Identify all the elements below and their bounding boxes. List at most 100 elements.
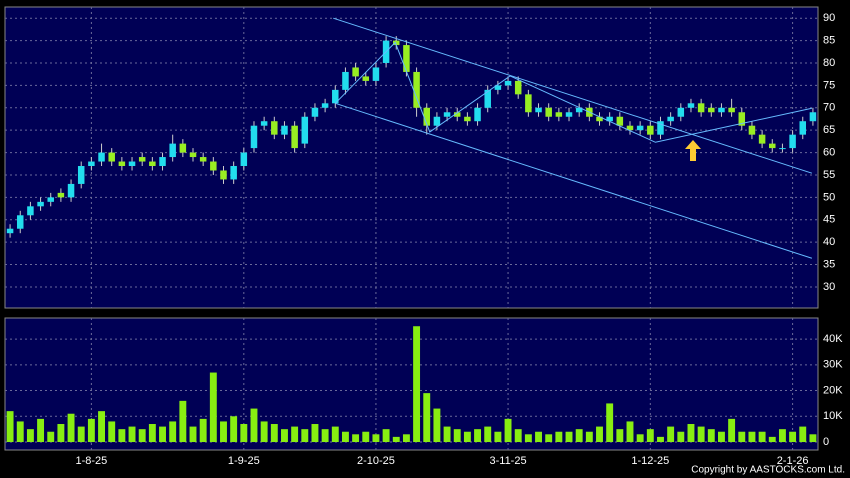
- volume-bar: [291, 426, 299, 443]
- y-tick-label: 0: [823, 436, 829, 448]
- volume-bar: [87, 418, 95, 443]
- candle-body: [687, 103, 695, 108]
- trend-line: [335, 102, 813, 259]
- volume-bar: [657, 436, 664, 443]
- x-tick-label: 2-10-25: [357, 455, 395, 467]
- y-tick-label: 75: [823, 79, 835, 91]
- candle-body: [271, 121, 278, 135]
- volume-bar: [667, 426, 675, 443]
- x-tick-label: 1-9-25: [228, 455, 260, 467]
- y-tick-label: 35: [823, 258, 835, 270]
- candle-body: [504, 80, 512, 86]
- volume-bar: [6, 411, 14, 443]
- candle-body: [169, 143, 176, 158]
- candle-body: [77, 166, 85, 184]
- volume-bar: [47, 431, 55, 443]
- volume-bar: [809, 434, 817, 443]
- candle-body: [616, 116, 624, 126]
- candle-body: [758, 134, 766, 144]
- volume-bar: [555, 431, 563, 443]
- candle-body: [677, 107, 685, 117]
- volume-bar: [535, 431, 542, 443]
- volume-bar: [108, 421, 116, 443]
- y-tick-label: 50: [823, 191, 835, 203]
- volume-bar: [362, 431, 370, 443]
- candle-body: [494, 85, 502, 90]
- candle-body: [453, 112, 461, 117]
- candle-body: [809, 112, 817, 122]
- volume-bar: [677, 431, 685, 443]
- candle-body: [37, 201, 44, 207]
- candle-body: [565, 112, 573, 117]
- volume-bar: [707, 429, 715, 443]
- candle-body: [697, 103, 705, 113]
- volume-bar: [524, 434, 532, 443]
- arrow: [685, 140, 702, 162]
- volume-bar: [169, 421, 177, 443]
- candle-body: [769, 143, 776, 149]
- y-tick-label: 20K: [823, 384, 843, 396]
- candle-body: [159, 157, 166, 167]
- candle-body: [514, 80, 522, 95]
- y-tick-label: 90: [823, 12, 835, 24]
- trend-line: [333, 17, 813, 174]
- volume-bar: [57, 424, 65, 443]
- candle-body: [179, 143, 187, 153]
- volume-bar: [138, 429, 146, 443]
- candle-body: [321, 103, 329, 108]
- volume-bar: [240, 424, 248, 443]
- candle-body: [545, 107, 552, 117]
- volume-bar: [606, 403, 614, 443]
- candle-body: [789, 134, 796, 149]
- volume-bar: [270, 424, 278, 443]
- volume-bar: [26, 429, 34, 443]
- x-tick-label: 1-8-25: [75, 455, 107, 467]
- volume-bar: [402, 434, 410, 443]
- volume-bar: [575, 429, 583, 443]
- candle-body: [626, 125, 634, 131]
- candle-body: [667, 116, 674, 122]
- volume-bar: [514, 429, 522, 443]
- candle-body: [606, 116, 613, 122]
- volume-bar: [626, 421, 634, 443]
- volume-bar: [778, 429, 786, 443]
- candle-body: [118, 161, 126, 167]
- volume-bar: [453, 429, 461, 443]
- candle-body: [596, 116, 603, 122]
- candle-body: [647, 125, 654, 135]
- candle-body: [57, 192, 65, 198]
- y-tick-label: 40: [823, 236, 835, 248]
- candle-body: [393, 40, 400, 46]
- volume-bar: [799, 426, 807, 443]
- candle-body: [230, 166, 237, 180]
- volume-bar: [382, 429, 390, 443]
- candle-body: [474, 107, 481, 122]
- candle-body: [413, 71, 420, 108]
- volume-bar: [159, 426, 166, 443]
- candle-body: [16, 215, 24, 229]
- volume-bar: [220, 421, 227, 443]
- y-tick-label: 55: [823, 169, 835, 181]
- volume-bar: [718, 431, 725, 443]
- volume-bar: [697, 426, 705, 443]
- volume-bar: [738, 431, 746, 443]
- volume-bar: [748, 431, 756, 443]
- copyright: Copyright by AASTOCKS.com Ltd.: [691, 465, 845, 476]
- volume-bar: [484, 426, 492, 443]
- candle-body: [799, 121, 807, 135]
- volume-bar: [545, 434, 553, 443]
- volume-bar: [585, 431, 593, 443]
- volume-bar: [230, 416, 238, 443]
- candle-body: [138, 157, 146, 162]
- trend-line: [334, 41, 813, 143]
- y-tick-label: 30K: [823, 359, 843, 371]
- candle-body: [728, 107, 735, 113]
- candle-body: [189, 152, 197, 158]
- candle-body: [67, 183, 75, 198]
- candle-body: [88, 161, 95, 167]
- volume-bar: [179, 400, 187, 443]
- candle-body: [433, 116, 441, 126]
- candle-body: [352, 67, 359, 77]
- candle-body: [199, 157, 207, 162]
- candle-body: [443, 112, 451, 117]
